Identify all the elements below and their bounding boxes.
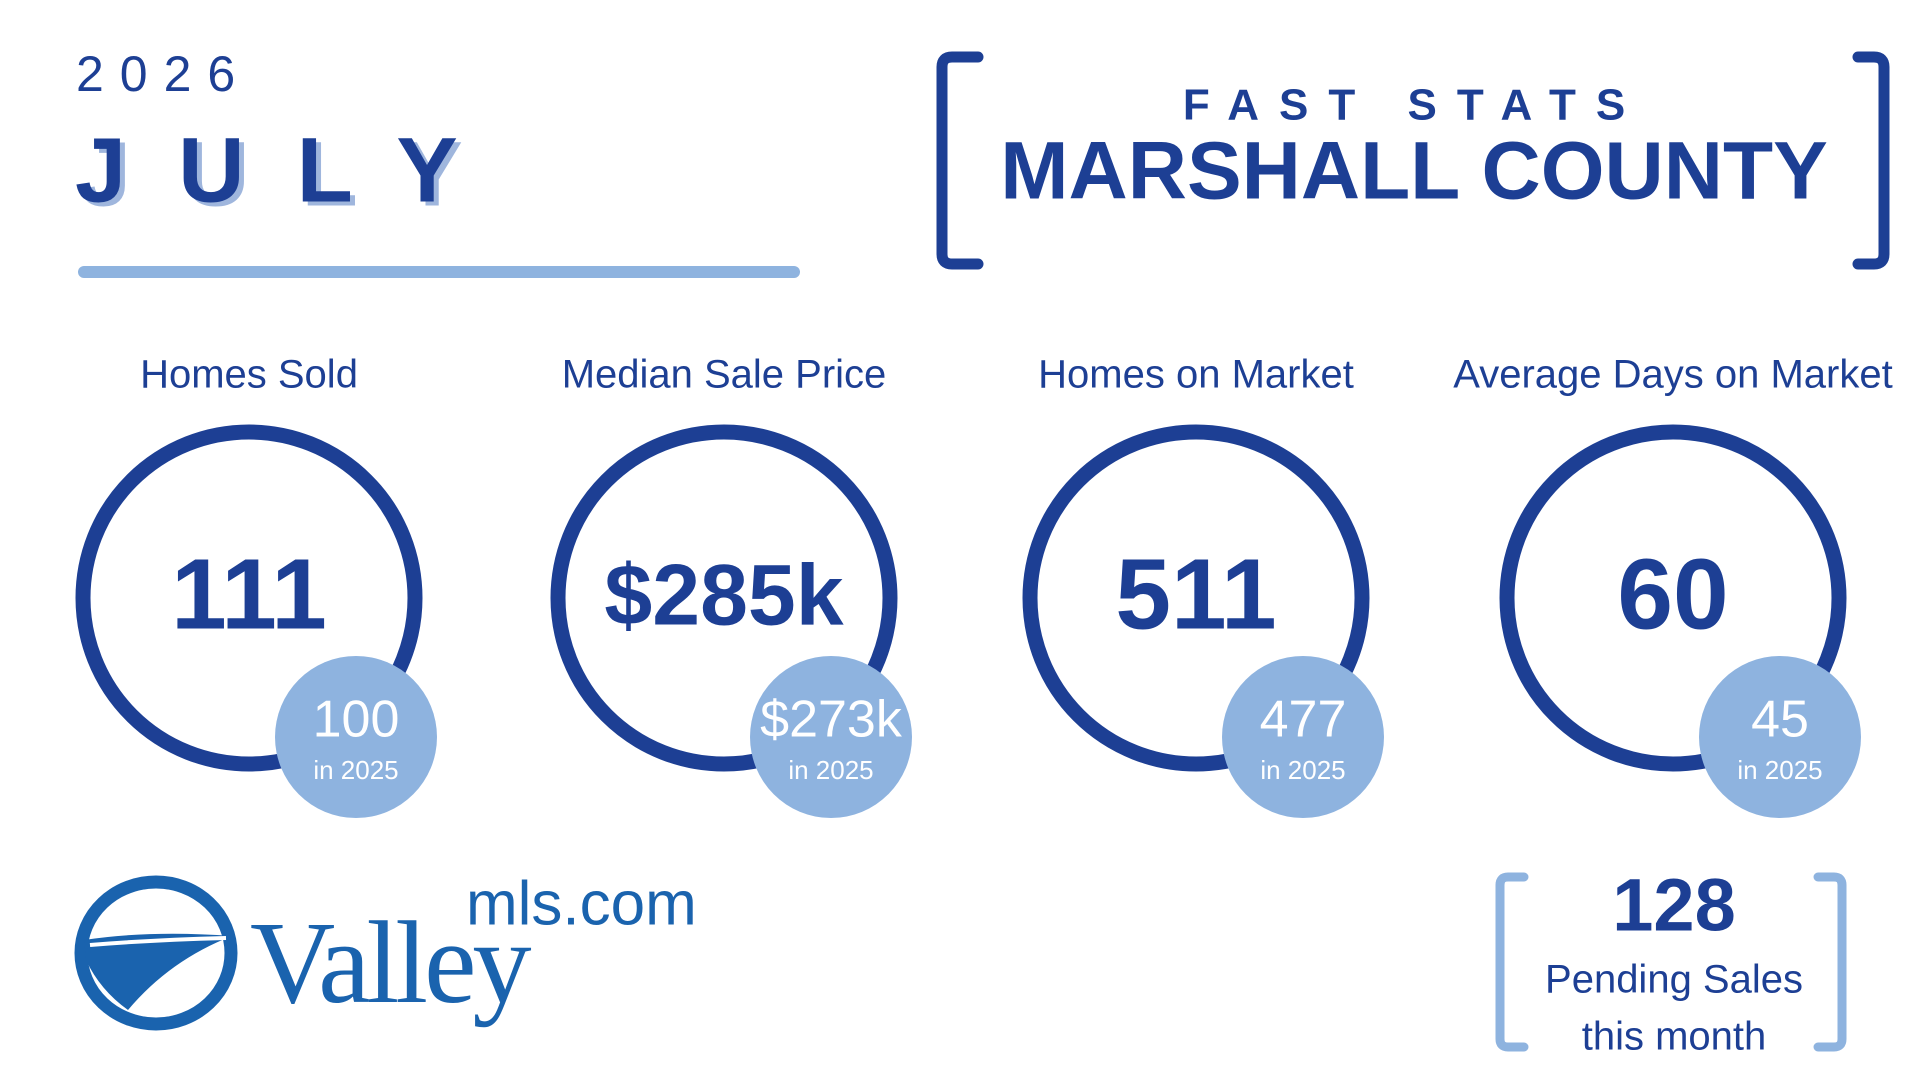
stat-label: Median Sale Price	[562, 353, 887, 397]
stat-ring	[1499, 424, 1847, 772]
logo-domain: mls.com	[466, 869, 697, 938]
prior-label: in 2025	[1737, 755, 1822, 785]
prior-label: in 2025	[1260, 755, 1345, 785]
bracket-right	[1852, 51, 1890, 270]
prior-label: in 2025	[788, 755, 873, 785]
logo-swoosh	[84, 933, 232, 1010]
logo: Valley mls.com	[74, 869, 697, 1031]
pending-bracket-left	[1495, 872, 1529, 1052]
logo-swoosh-line	[89, 936, 227, 947]
pending-line1: Pending Sales	[1545, 958, 1803, 1002]
logo-ring	[74, 875, 238, 1031]
prior-bubble	[750, 656, 912, 818]
month: JULY	[75, 119, 510, 221]
stat-label: Homes Sold	[140, 353, 358, 397]
prior-bubble	[275, 656, 437, 818]
prior-bubble	[1222, 656, 1384, 818]
bracket-left	[936, 51, 984, 270]
stat-value: 111	[171, 538, 327, 650]
month-shadow: JULY	[80, 123, 515, 225]
stat-value: 60	[1617, 538, 1728, 650]
stat-ring	[75, 424, 423, 772]
prior-value: $273k	[760, 691, 903, 749]
stat-label: Homes on Market	[1038, 353, 1354, 397]
prior-bubble	[1699, 656, 1861, 818]
banner-title: MARSHALL COUNTY	[1000, 126, 1828, 217]
stat-value: $285k	[604, 548, 843, 644]
pending-line2: this month	[1582, 1015, 1767, 1059]
stats: Homes Sold 111 100 in 2025 Median Sale Price…	[75, 353, 1893, 818]
prior-value: 100	[313, 691, 400, 749]
prior-label: in 2025	[313, 755, 398, 785]
prior-value: 477	[1260, 691, 1347, 749]
year: 2026	[76, 46, 251, 102]
stat-ring	[550, 424, 898, 772]
stat-ring	[1022, 424, 1370, 772]
logo-word: Valley	[250, 897, 531, 1028]
pending-bracket-right	[1813, 872, 1847, 1052]
stat-value: 511	[1115, 538, 1276, 650]
stat-label: Average Days on Market	[1453, 353, 1892, 397]
pending-value: 128	[1612, 864, 1735, 947]
prior-value: 45	[1751, 691, 1809, 749]
banner-kicker: FAST STATS	[1183, 81, 1645, 130]
